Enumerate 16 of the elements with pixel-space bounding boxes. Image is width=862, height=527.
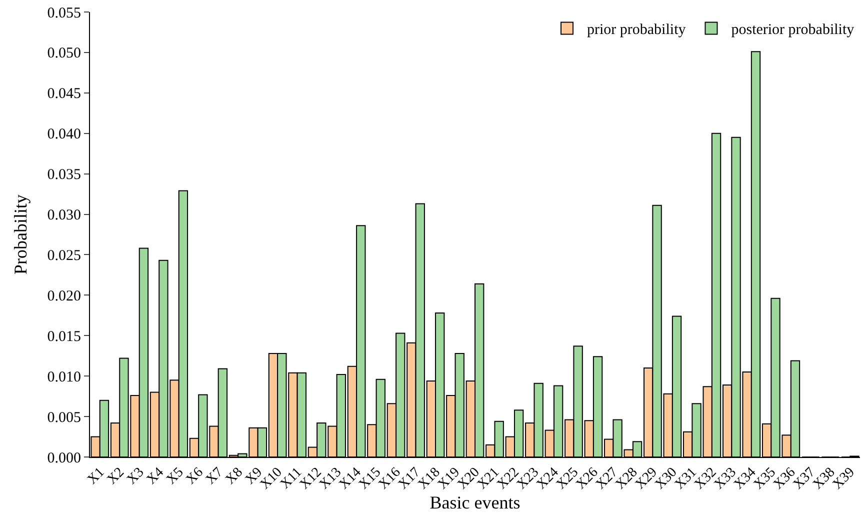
y-tick-label: 0.045 — [47, 86, 81, 102]
y-tick-label: 0.055 — [47, 5, 81, 22]
x-axis-title: Basic events — [430, 492, 520, 513]
y-tick-label: 0.030 — [47, 208, 81, 224]
y-axis-title: Probability — [10, 194, 30, 274]
legend-label: posterior probability — [731, 22, 855, 38]
y-tick-label: 0.010 — [47, 369, 81, 386]
y-tick-label: 0.005 — [47, 410, 81, 426]
y-tick-label: 0.040 — [47, 126, 81, 143]
legend-label: prior probability — [587, 22, 686, 38]
y-tick-label: 0.020 — [47, 288, 81, 304]
y-tick-label: 0.000 — [47, 450, 81, 466]
y-tick-label: 0.015 — [47, 328, 81, 345]
y-tick-label: 0.035 — [47, 167, 81, 184]
y-tick-label: 0.050 — [47, 46, 81, 62]
y-tick-label: 0.025 — [47, 248, 81, 264]
